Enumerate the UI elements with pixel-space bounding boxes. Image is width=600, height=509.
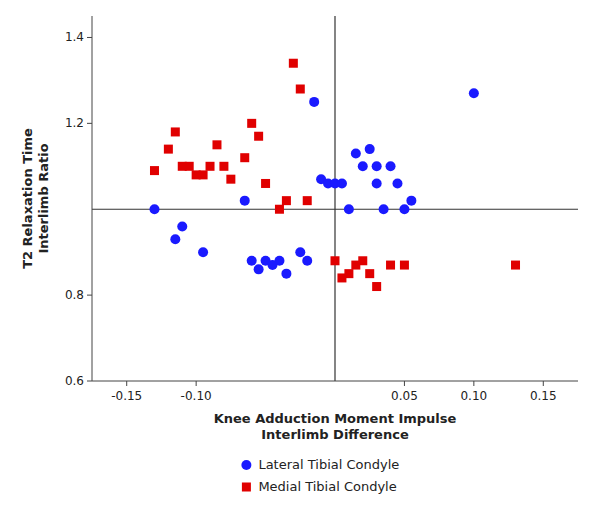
y-tick-label: 1.2	[65, 116, 84, 130]
x-tick-label: -0.10	[181, 389, 212, 403]
point	[206, 162, 215, 171]
point	[379, 204, 389, 214]
y-axis-line	[92, 16, 93, 381]
x-tick-label: 0.05	[391, 389, 418, 403]
y-tick-label: 0.8	[65, 288, 84, 302]
point	[302, 256, 312, 266]
point	[386, 161, 396, 171]
y-tick	[87, 123, 92, 124]
x-tick	[126, 381, 127, 386]
x-axis-label-line: Interlimb Difference	[261, 427, 409, 442]
series	[149, 88, 478, 278]
point	[303, 196, 312, 205]
point	[337, 178, 347, 188]
x-axis-label-line: Knee Adduction Moment Impulse	[214, 411, 457, 426]
series	[150, 59, 520, 291]
point	[185, 162, 194, 171]
y-tick-label: 0.6	[65, 374, 84, 388]
y-tick	[87, 381, 92, 382]
chart: -0.15 -0.10 0.05 0.10 0.15 0.6 0.8 1.2 1.4 Knee A…	[0, 0, 600, 509]
point	[344, 204, 354, 214]
x-axis-line	[92, 381, 578, 382]
point	[198, 247, 208, 257]
vertical-reference-line	[334, 16, 335, 381]
reference-lines	[92, 16, 578, 381]
point	[149, 204, 159, 214]
legend-marker	[242, 483, 251, 492]
legend-marker	[241, 460, 251, 470]
point	[219, 162, 228, 171]
point	[247, 256, 257, 266]
point	[261, 179, 270, 188]
legend-label: Lateral Tibial Condyle	[258, 457, 399, 472]
x-tick-label: 0.15	[530, 389, 557, 403]
x-tick	[543, 381, 544, 386]
point	[365, 144, 375, 154]
point	[275, 205, 284, 214]
x-tick-label: 0.10	[460, 389, 487, 403]
point	[372, 282, 381, 291]
y-tick-label: 1.4	[65, 30, 84, 44]
y-tick	[87, 37, 92, 38]
point	[469, 88, 479, 98]
points	[149, 59, 520, 291]
point	[150, 166, 159, 175]
point	[365, 269, 374, 278]
point	[511, 261, 520, 270]
point	[281, 269, 291, 279]
y-tick	[87, 295, 92, 296]
point	[254, 132, 263, 141]
point	[296, 85, 305, 94]
point	[212, 140, 221, 149]
point	[372, 178, 382, 188]
point	[274, 256, 284, 266]
point	[358, 161, 368, 171]
point	[170, 234, 180, 244]
point	[406, 196, 416, 206]
y-axis-label-line: Interlimb Ratio	[36, 143, 51, 253]
point	[309, 97, 319, 107]
legend: Lateral Tibial Condyle Medial Tibial Cond…	[241, 457, 399, 494]
x-axis-label: Knee Adduction Moment ImpulseInterlimb D…	[214, 411, 457, 442]
point	[164, 145, 173, 154]
point	[247, 119, 256, 128]
point	[240, 153, 249, 162]
point	[372, 161, 382, 171]
x-tick-label: -0.15	[111, 389, 142, 403]
x-tick	[196, 381, 197, 386]
point	[399, 204, 409, 214]
point	[344, 269, 353, 278]
point	[289, 59, 298, 68]
point	[392, 178, 402, 188]
point	[295, 247, 305, 257]
y-axis-label: T2 Relaxation TimeInterlimb Ratio	[20, 128, 51, 269]
point	[386, 261, 395, 270]
point	[331, 256, 340, 265]
x-tick	[473, 381, 474, 386]
point	[282, 196, 291, 205]
point	[177, 221, 187, 231]
point	[358, 256, 367, 265]
y-axis-label-line: T2 Relaxation Time	[20, 128, 35, 269]
axes: -0.15 -0.10 0.05 0.10 0.15 0.6 0.8 1.2 1.4	[65, 16, 578, 403]
point	[199, 170, 208, 179]
x-tick	[404, 381, 405, 386]
point	[226, 175, 235, 184]
point	[171, 127, 180, 136]
legend-label: Medial Tibial Condyle	[258, 479, 396, 494]
point	[240, 196, 250, 206]
point	[400, 261, 409, 270]
point	[254, 264, 264, 274]
point	[351, 148, 361, 158]
